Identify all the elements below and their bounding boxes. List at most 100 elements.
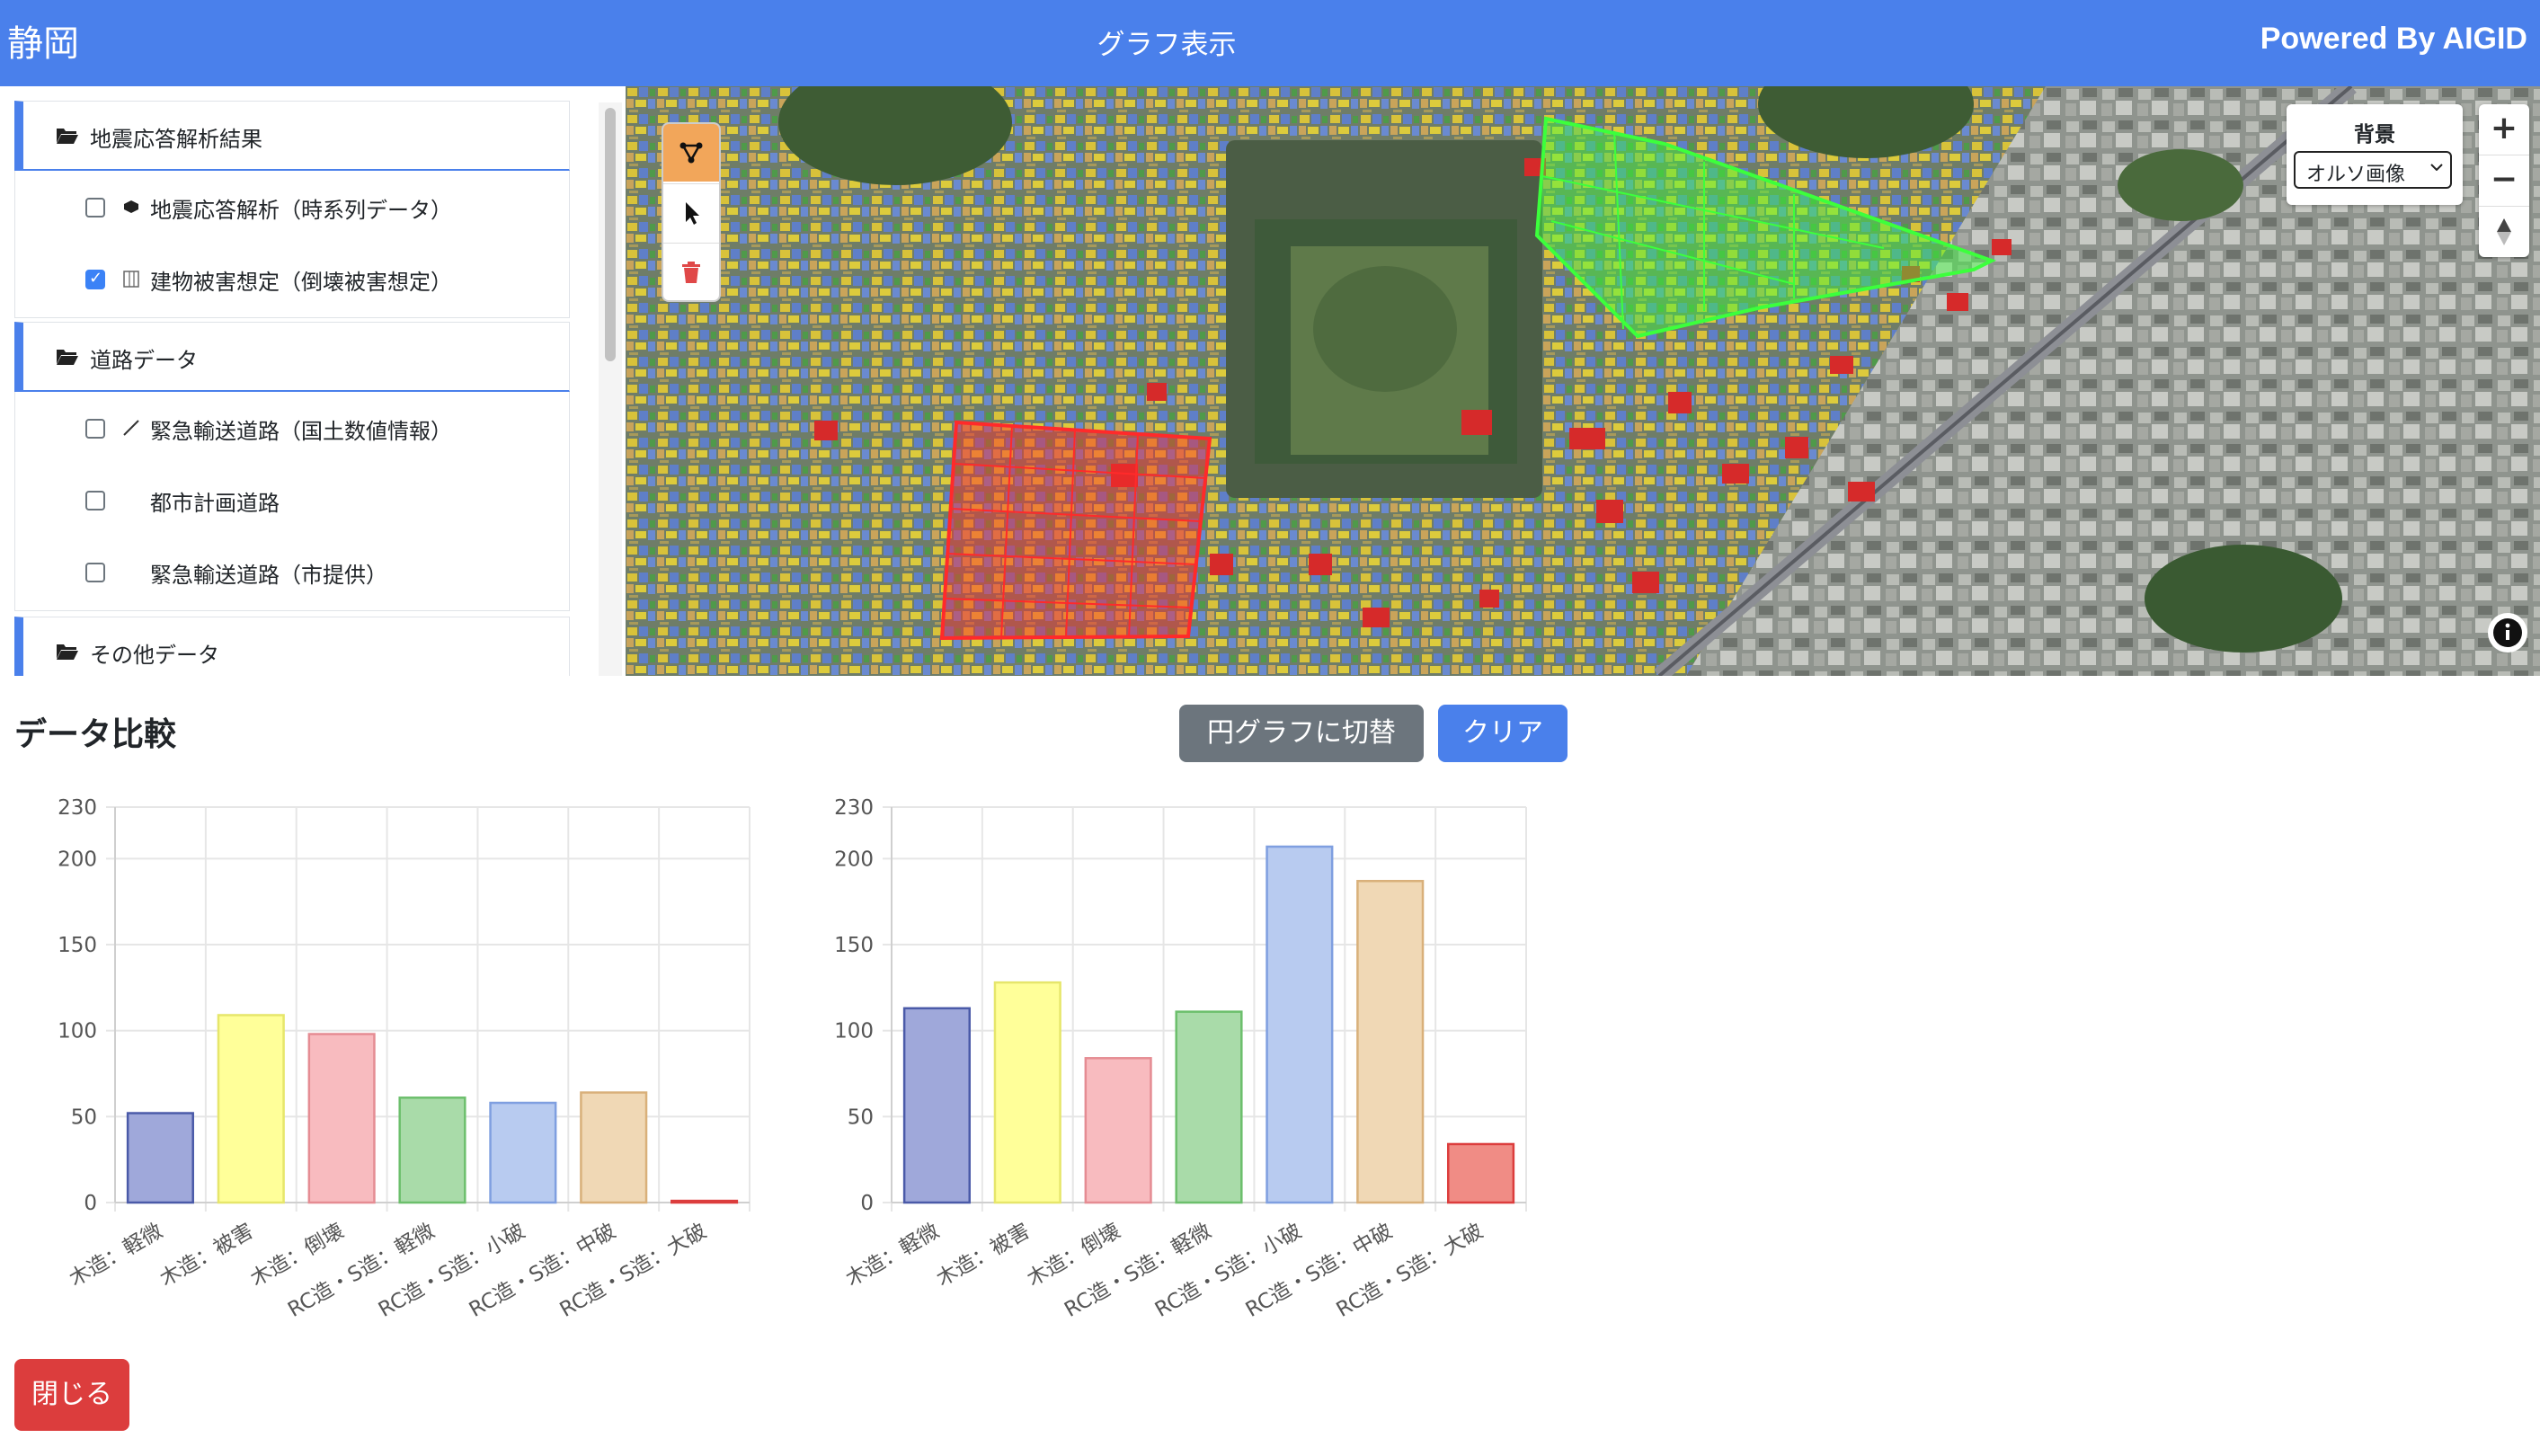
folder-open-icon (57, 129, 78, 144)
background-select-value: オルソ画像 (2306, 164, 2406, 186)
background-label: 背景 (2354, 123, 2395, 146)
y-tick-label: 100 (58, 1020, 97, 1043)
layer-item-emergency-road-city[interactable]: 緊急輸送道路（市提供） (15, 537, 569, 608)
panel-title: 道路データ (90, 348, 198, 373)
background-layer-control: 背景 オルソ画像 (2287, 104, 2463, 205)
layer-checkbox[interactable] (85, 269, 105, 289)
folder-open-icon (57, 644, 78, 660)
map-view[interactable]: 背景 オルソ画像 + − (626, 86, 2540, 676)
layer-label: 地震応答解析（時系列データ） (150, 198, 452, 223)
bar-chart-area-2: 050100150200230木造：軽微木造：被害木造：倒壊RC造・S造：軽微R… (834, 796, 1527, 1322)
x-tick-label: RC造・S造：軽微 (1061, 1220, 1215, 1322)
bar (902, 1007, 971, 1204)
y-tick-label: 0 (84, 1192, 97, 1215)
layer-label: 緊急輸送道路（市提供） (150, 563, 387, 588)
draw-toolbar (662, 122, 721, 302)
y-tick-label: 150 (58, 934, 97, 957)
page-title: グラフ表示 (1097, 29, 1237, 61)
aerial-map-image (626, 86, 2540, 676)
bar (671, 1199, 739, 1204)
panel-body-seismic: 地震応答解析（時系列データ） 建物被害想定（倒壊被害想定） (14, 171, 570, 318)
cursor-arrow-icon (686, 202, 699, 225)
x-tick-label: RC造・S造：中破 (466, 1220, 620, 1322)
y-tick-label: 100 (834, 1020, 874, 1043)
layer-item-city-planning-road[interactable]: 都市計画道路 (15, 466, 569, 536)
bar (993, 981, 1061, 1204)
bar (217, 1014, 285, 1204)
line-icon (123, 420, 139, 436)
folder-open-icon (57, 350, 78, 365)
panel-header-other[interactable]: その他データ (14, 617, 570, 676)
compass-icon (2497, 218, 2511, 245)
bar (126, 1112, 194, 1204)
layer-checkbox[interactable] (85, 419, 105, 439)
panel-header-roads[interactable]: 道路データ (14, 322, 570, 392)
zoom-control: + − (2479, 104, 2529, 257)
y-tick-label: 50 (71, 1105, 97, 1129)
bar (489, 1101, 557, 1204)
x-tick-label: 木造：軽微 (66, 1220, 167, 1292)
layer-checkbox[interactable] (85, 563, 105, 582)
layer-label: 都市計画道路 (150, 491, 280, 516)
chevron-down-icon (2430, 164, 2443, 171)
layer-item-seismic-timeseries[interactable]: 地震応答解析（時系列データ） (15, 173, 569, 243)
city-name: 静岡 (7, 23, 79, 65)
layer-item-emergency-road-national[interactable]: 緊急輸送道路（国土数値情報） (15, 394, 569, 464)
zoom-in-button[interactable]: + (2479, 104, 2529, 155)
background-select[interactable]: オルソ画像 (2294, 151, 2452, 189)
reset-bearing-button[interactable] (2479, 207, 2529, 257)
x-tick-label: RC造・S造：中破 (1242, 1220, 1397, 1322)
bar (1175, 1010, 1243, 1204)
building-icon (123, 271, 139, 288)
layer-item-building-damage[interactable]: 建物被害想定（倒壊被害想定） (15, 244, 569, 315)
bar-chart-area-1: 050100150200230木造：軽微木造：被害木造：倒壊RC造・S造：軽微R… (58, 796, 750, 1322)
zoom-out-button[interactable]: − (2479, 155, 2529, 207)
switch-to-pie-button[interactable]: 円グラフに切替 (1179, 705, 1424, 762)
select-tool-button[interactable] (663, 183, 719, 242)
layer-label: 建物被害想定（倒壊被害想定） (150, 270, 452, 295)
y-tick-label: 50 (848, 1105, 874, 1129)
bar (1447, 1142, 1515, 1204)
delete-tool-button[interactable] (663, 243, 719, 300)
layer-checkbox[interactable] (85, 491, 105, 510)
polygon-icon (679, 142, 703, 164)
panel-body-roads: 緊急輸送道路（国土数値情報） 都市計画道路 緊急輸送道路（市提供） (14, 392, 570, 611)
polygon-draw-button[interactable] (663, 124, 719, 182)
panel-header-seismic[interactable]: 地震応答解析結果 (14, 101, 570, 171)
x-tick-label: RC造・S造：大破 (556, 1220, 711, 1322)
bar (398, 1096, 466, 1204)
powered-by-label: Powered By AIGID (2260, 22, 2527, 56)
layer-sidebar: 地震応答解析結果 地震応答解析（時系列データ） 建物被害想定（倒壊被害想定） 道… (0, 86, 626, 676)
layer-checkbox[interactable] (85, 198, 105, 218)
x-tick-label: RC造・S造：小破 (1151, 1220, 1306, 1322)
x-tick-label: RC造・S造：小破 (375, 1220, 529, 1322)
y-tick-label: 230 (58, 796, 97, 820)
bar (580, 1091, 648, 1204)
y-tick-label: 230 (834, 796, 874, 820)
hexagon-icon (124, 200, 138, 213)
bar (1266, 845, 1334, 1204)
y-tick-label: 0 (860, 1192, 874, 1215)
x-tick-label: 木造：軽微 (842, 1220, 944, 1292)
x-tick-label: RC造・S造：大破 (1333, 1220, 1488, 1322)
bar (1084, 1057, 1152, 1204)
x-tick-label: 木造：被害 (156, 1220, 258, 1292)
clear-button[interactable]: クリア (1438, 705, 1568, 762)
y-tick-label: 150 (834, 934, 874, 957)
attribution-info-button[interactable] (2488, 613, 2527, 653)
trash-icon (682, 262, 700, 283)
app-header: 静岡 グラフ表示 Powered By AIGID (0, 0, 2540, 86)
x-tick-label: 木造：被害 (933, 1220, 1035, 1292)
close-button[interactable]: 閉じる (14, 1359, 129, 1431)
layer-label: 緊急輸送道路（国土数値情報） (150, 419, 452, 444)
bar (307, 1033, 376, 1204)
y-tick-label: 200 (58, 848, 97, 871)
panel-title: 地震応答解析結果 (90, 127, 262, 152)
sidebar-scrollbar-thumb[interactable] (605, 108, 616, 361)
y-tick-label: 200 (834, 848, 874, 871)
data-compare-title: データ比較 (14, 716, 177, 753)
info-icon (2493, 618, 2522, 647)
bar (1356, 880, 1425, 1204)
panel-title: その他データ (90, 643, 219, 668)
x-tick-label: RC造・S造：軽微 (284, 1220, 439, 1322)
